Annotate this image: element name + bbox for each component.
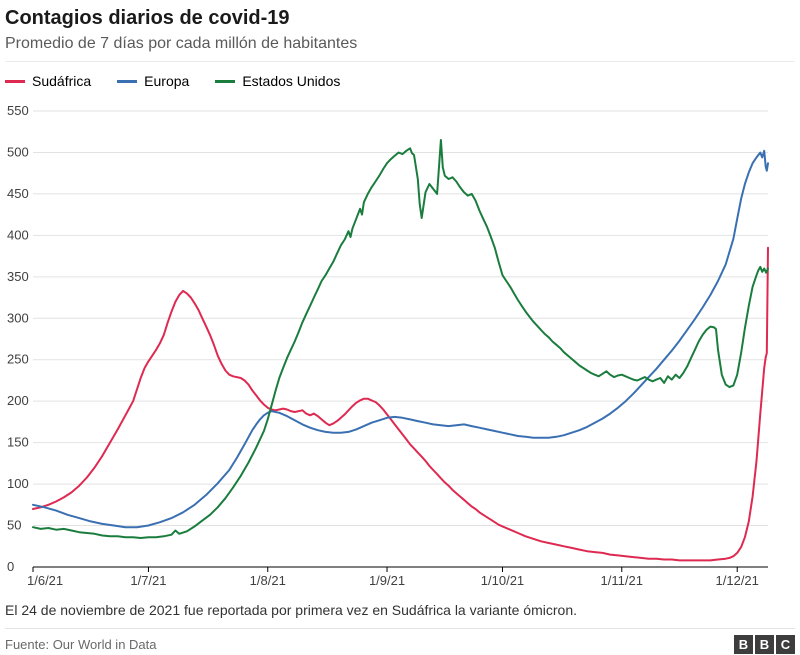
- chart-title: Contagios diarios de covid-19: [5, 7, 290, 29]
- legend-label: Europa: [144, 73, 190, 89]
- y-tick-label: 250: [7, 352, 29, 367]
- y-tick-label: 450: [7, 186, 29, 201]
- chart-header: Contagios diarios de covid-19 Promedio d…: [5, 6, 795, 62]
- series-line-sudafrica: [32, 246, 769, 562]
- y-tick-label: 350: [7, 269, 29, 284]
- x-tick-label: 1/12/21: [716, 573, 759, 588]
- series-lines: [32, 139, 769, 562]
- series-line-estados-unidos: [32, 139, 769, 539]
- y-axis-labels: 0 50 100 150 200 250 300 350 400 450 500 550: [7, 103, 29, 574]
- legend-swatch: [5, 79, 25, 83]
- x-tick-label: 1/7/21: [130, 573, 166, 588]
- source-credit: Fuente: Our World in Data: [5, 637, 157, 652]
- legend-item-estados-unidos: Estados Unidos: [215, 73, 340, 89]
- footer-divider: [5, 628, 795, 629]
- y-tick-label: 100: [7, 476, 29, 491]
- y-tick-label: 400: [7, 227, 29, 242]
- x-tick-label: 1/11/21: [601, 573, 643, 588]
- x-axis-ticks: [32, 567, 738, 572]
- x-tick-label: 1/6/21: [27, 573, 63, 588]
- y-tick-label: 500: [7, 144, 29, 159]
- x-tick-label: 1/8/21: [250, 573, 286, 588]
- footnote: El 24 de noviembre de 2021 fue reportada…: [5, 602, 577, 618]
- x-tick-label: 1/9/21: [369, 573, 405, 588]
- chart-subtitle: Promedio de 7 días por cada millón de ha…: [5, 35, 358, 52]
- legend-swatch: [117, 79, 138, 83]
- y-tick-label: 550: [7, 103, 29, 118]
- legend-item-sudafrica: Sudáfrica: [5, 73, 91, 89]
- y-tick-label: 50: [7, 518, 21, 533]
- legend: Sudáfrica Europa Estados Unidos: [5, 71, 795, 91]
- chart-area: 0 50 100 150 200 250 300 350 400 450 500 550 1/6/21 1…: [5, 95, 795, 592]
- y-tick-label: 300: [7, 310, 29, 325]
- legend-item-europa: Europa: [117, 73, 189, 89]
- y-tick-label: 0: [7, 559, 14, 574]
- x-tick-label: 1/10/21: [481, 573, 524, 588]
- y-gridlines: [33, 110, 768, 568]
- logo-letter-block: B: [755, 635, 774, 654]
- legend-label: Sudáfrica: [32, 73, 92, 89]
- y-tick-label: 200: [7, 393, 29, 408]
- legend-label: Estados Unidos: [242, 73, 341, 89]
- logo-letter-block: C: [776, 635, 795, 654]
- series-line-europa: [32, 149, 769, 529]
- legend-swatch: [215, 79, 236, 83]
- header-divider: [5, 61, 795, 62]
- x-axis-labels: 1/6/21 1/7/21 1/8/21 1/9/21 1/10/21 1/11/21 1/…: [27, 573, 759, 588]
- y-tick-label: 150: [7, 435, 29, 450]
- logo-letter-block: B: [734, 635, 753, 654]
